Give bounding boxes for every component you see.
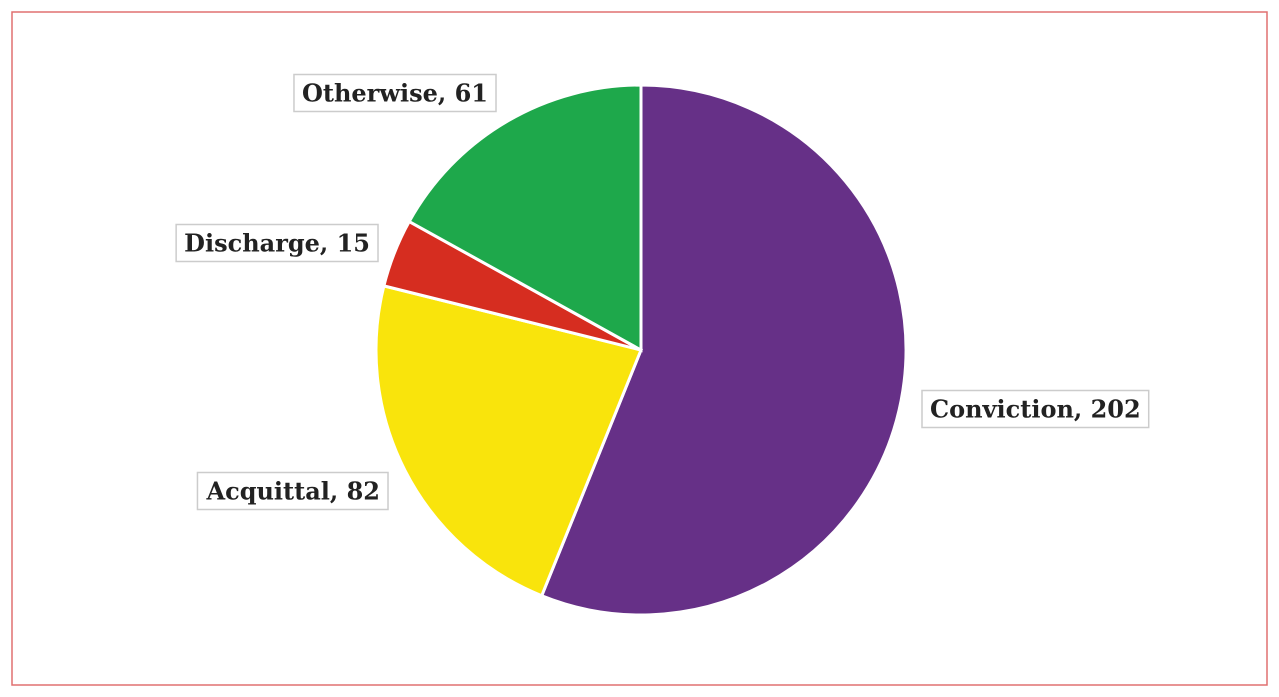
- data-label-box: [196, 471, 389, 511]
- data-label: Acquittal, 82: [205, 477, 380, 506]
- data-label-box: [293, 73, 497, 113]
- data-label: Otherwise, 61: [302, 79, 488, 108]
- pie-slice: [374, 284, 644, 598]
- data-label: Discharge, 15: [184, 229, 370, 258]
- data-label-box: [175, 223, 379, 263]
- pie-slice: [539, 83, 908, 617]
- data-label: Conviction, 202: [930, 395, 1141, 424]
- data-label-box: [921, 389, 1150, 429]
- pie-slice: [407, 83, 643, 353]
